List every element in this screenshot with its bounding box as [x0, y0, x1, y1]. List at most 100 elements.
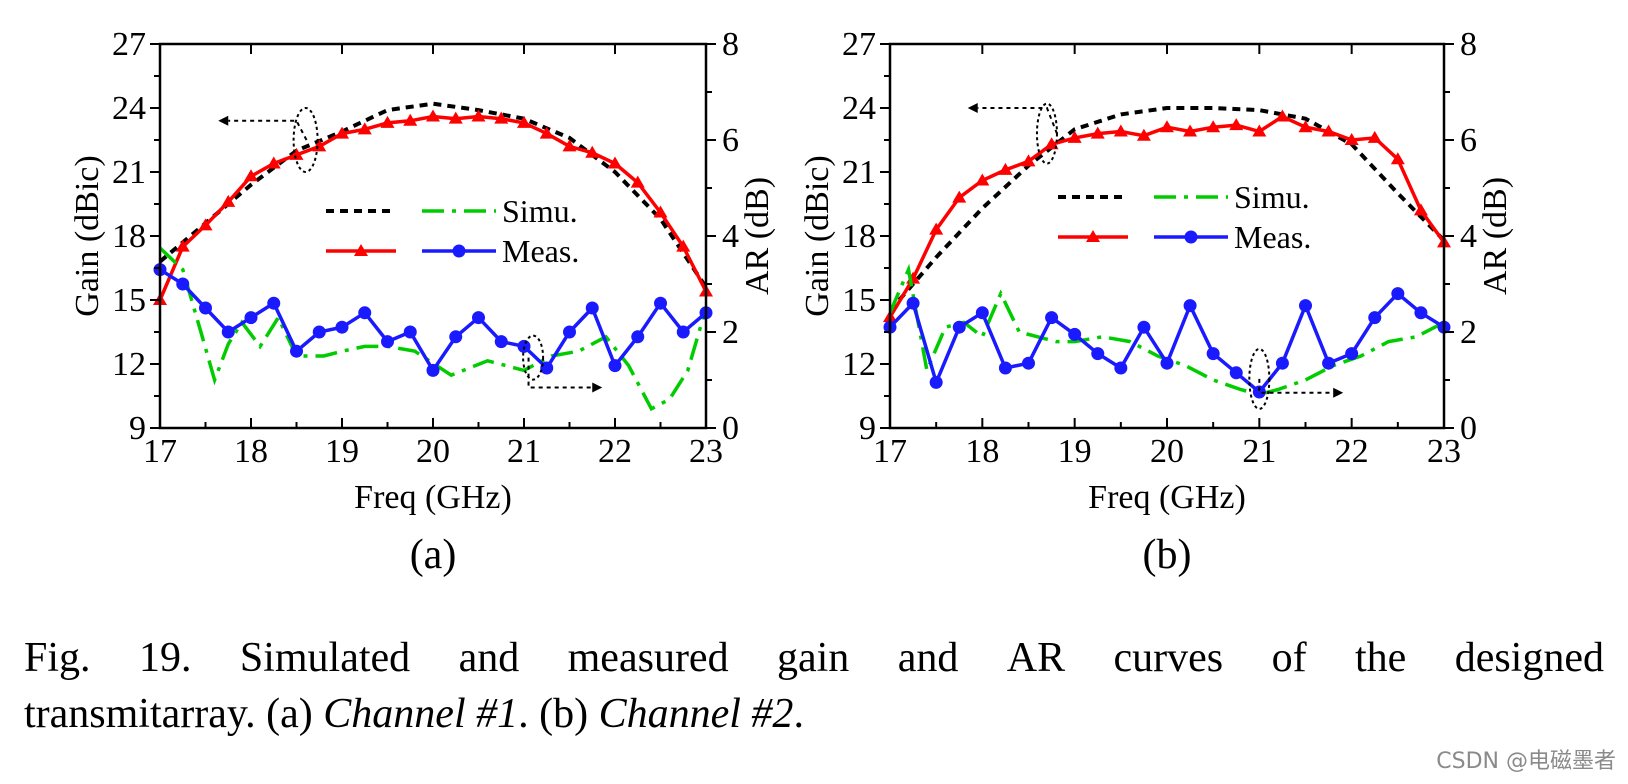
- data-point-triangle: [221, 194, 236, 207]
- caption-text-c: . (b): [518, 691, 599, 737]
- data-point-triangle: [608, 156, 622, 169]
- y-tick-label: 12: [112, 346, 146, 383]
- y-tick-label: 24: [112, 90, 146, 127]
- y2-tick-label: 0: [1460, 410, 1477, 447]
- data-point-triangle: [1275, 109, 1290, 122]
- data-point-triangle: [1344, 133, 1359, 145]
- data-point-circle: [540, 361, 554, 375]
- annotation-ellipse: [292, 107, 319, 173]
- data-point-triangle: [562, 139, 577, 152]
- y-tick-label: 12: [842, 346, 876, 383]
- annotation-ellipse: [522, 334, 545, 381]
- data-point-triangle: [289, 147, 304, 160]
- data-point-circle: [199, 301, 212, 315]
- data-point-triangle: [517, 115, 531, 128]
- y-axis-label: Gain (dBic): [69, 155, 106, 316]
- x-tick-label: 23: [1427, 433, 1461, 470]
- data-point-triangle: [357, 122, 372, 135]
- data-point-circle: [1091, 347, 1105, 361]
- x-tick-label: 21: [507, 433, 541, 470]
- x-axis-label: Freq (GHz): [354, 479, 512, 516]
- data-point-circle: [1345, 347, 1359, 361]
- data-point-triangle: [335, 126, 349, 139]
- data-point-triangle: [653, 205, 668, 218]
- y-tick-label: 21: [112, 154, 146, 191]
- data-point-circle: [1183, 299, 1197, 313]
- data-point-circle: [221, 325, 235, 339]
- caption-line-2: transmitarray. (a) Channel #1. (b) Chann…: [24, 686, 1604, 742]
- panel-label: (b): [1143, 532, 1192, 578]
- y2-tick-label: 4: [1460, 218, 1477, 255]
- data-point-triangle: [1321, 124, 1336, 137]
- x-tick-label: 17: [873, 433, 907, 470]
- caption-word: curves: [1113, 635, 1224, 681]
- data-point-triangle: [1413, 203, 1428, 216]
- y-tick-label: 15: [112, 282, 146, 319]
- series-line-meas-gain: [160, 114, 706, 301]
- series-line-meas-gain: [890, 114, 1444, 319]
- data-point-circle: [1322, 356, 1336, 370]
- data-point-circle: [585, 301, 599, 315]
- x-tick-label: 18: [234, 433, 268, 470]
- data-point-circle: [403, 325, 417, 339]
- data-point-triangle: [471, 109, 486, 122]
- data-point-circle: [267, 296, 281, 310]
- caption-word: designed: [1454, 635, 1604, 681]
- data-point-circle: [1252, 385, 1266, 399]
- annotation-arrow-line: [527, 357, 593, 389]
- legend-meas-label: Meas.: [502, 233, 579, 269]
- panel-label: (a): [410, 532, 457, 578]
- data-point-circle: [906, 296, 920, 310]
- data-point-triangle: [1136, 128, 1151, 141]
- data-point-triangle: [1067, 130, 1082, 143]
- figure-caption: Fig. 19. Simulated and measured gain and AR curv…: [24, 630, 1604, 742]
- x-tick-label: 17: [143, 433, 177, 470]
- x-tick-label: 20: [416, 433, 450, 470]
- data-point-triangle: [1390, 152, 1405, 165]
- annotation-arrow-head: [1333, 387, 1344, 398]
- data-point-circle: [952, 320, 966, 334]
- data-point-circle: [358, 306, 372, 320]
- data-point-circle: [1160, 356, 1174, 370]
- caption-channel-1: Channel #1: [323, 691, 519, 737]
- y2-tick-label: 6: [1460, 122, 1477, 159]
- legend-triangle-marker: [354, 244, 368, 256]
- data-point-triangle: [1090, 126, 1105, 139]
- data-point-circle: [1368, 311, 1382, 325]
- annotation-arrow-head: [967, 103, 978, 113]
- caption-line-1: Fig. 19. Simulated and measured gain and AR curv…: [24, 630, 1604, 686]
- x-tick-label: 23: [689, 433, 723, 470]
- annotation-arrow-line: [977, 107, 1058, 134]
- series-line-meas-ar: [890, 291, 1444, 395]
- data-point-circle: [654, 296, 667, 310]
- caption-word: and: [897, 635, 959, 681]
- y2-tick-label: 8: [722, 26, 739, 63]
- data-point-triangle: [312, 139, 327, 152]
- data-point-triangle: [198, 218, 213, 231]
- data-point-circle: [176, 277, 190, 291]
- data-point-circle: [472, 311, 485, 325]
- legend-meas-label: Meas.: [1234, 219, 1311, 255]
- data-point-triangle: [1252, 124, 1267, 137]
- data-point-circle: [381, 335, 394, 349]
- data-point-circle: [1229, 366, 1243, 380]
- data-point-circle: [1414, 306, 1428, 320]
- caption-text-a: transmitarray. (a): [24, 691, 324, 737]
- data-point-circle: [426, 363, 440, 377]
- data-point-triangle: [1206, 120, 1221, 133]
- data-point-triangle: [1160, 120, 1174, 133]
- data-point-circle: [1299, 299, 1312, 313]
- data-point-triangle: [539, 126, 554, 139]
- x-tick-label: 18: [965, 433, 999, 470]
- data-point-triangle: [1229, 118, 1244, 131]
- data-point-triangle: [403, 113, 418, 126]
- data-point-triangle: [380, 115, 395, 128]
- data-point-triangle: [1113, 124, 1128, 137]
- data-point-circle: [244, 311, 258, 325]
- data-point-circle: [1114, 361, 1128, 375]
- y-tick-label: 21: [842, 154, 876, 191]
- data-point-circle: [1068, 327, 1082, 341]
- series-line-sim-ar: [160, 246, 706, 412]
